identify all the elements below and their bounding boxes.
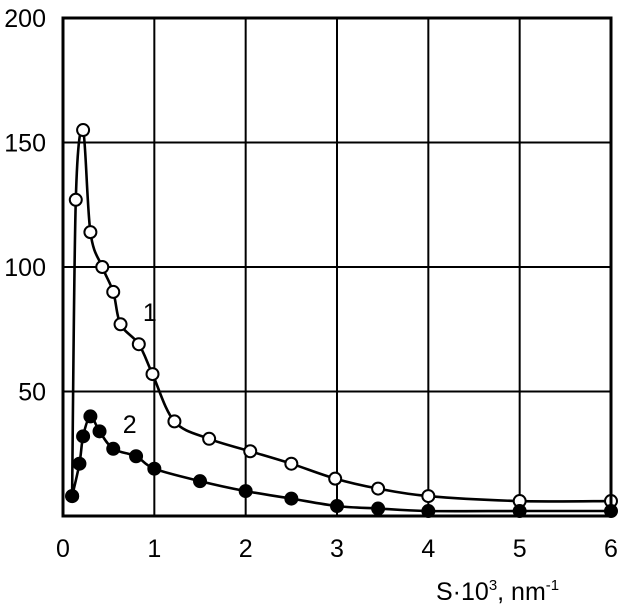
series-2-point [284,491,299,506]
series-2-point [76,429,91,444]
y-tick-label: 100 [4,254,46,282]
series-1-point [95,260,110,274]
series-2-point [238,484,253,499]
series-1-point [202,431,217,446]
series-1-point [131,337,146,352]
series-1-point [83,225,98,240]
series-1-point [284,456,299,471]
series-2-point [83,409,98,424]
series-1-point [167,414,182,429]
x-tick-label: 1 [147,535,161,563]
series-2-point [371,501,386,516]
grid [63,18,611,516]
plot-frame [61,16,613,518]
series-2-point [72,456,87,471]
curve-annotations: 12 [123,299,157,439]
x-tick-label: 6 [604,535,618,563]
series-1-point [145,367,160,382]
x-axis-label: S·103, nm-1 [436,577,559,606]
y-tick-label: 150 [4,130,46,158]
series-2-point [106,441,121,456]
x-tick-label: 4 [421,535,435,563]
series-1-point [328,471,343,486]
series-1-point [421,489,436,504]
x-tick-label: 2 [239,535,253,563]
series-1-point [76,123,91,138]
series-2-point [193,474,207,489]
series-1-point [243,444,258,459]
x-tick-label: 0 [56,535,70,563]
series-2-point [147,461,162,476]
series-1-point [68,192,83,207]
data-points [65,123,618,519]
x-tick-label: 5 [513,535,527,563]
x-tick-label: 3 [330,535,344,563]
series-1-point [106,284,121,299]
y-tick-label: 50 [18,379,46,407]
series-2-point [129,449,144,464]
series-2-point [330,499,344,514]
curve-label-2: 2 [123,411,137,439]
curve-label-1: 1 [143,299,157,327]
series-2-point [92,424,107,439]
series-1-point [113,317,128,332]
series-2-point [65,489,80,504]
y-tick-label: 200 [4,5,46,33]
series-1-point [371,481,386,496]
